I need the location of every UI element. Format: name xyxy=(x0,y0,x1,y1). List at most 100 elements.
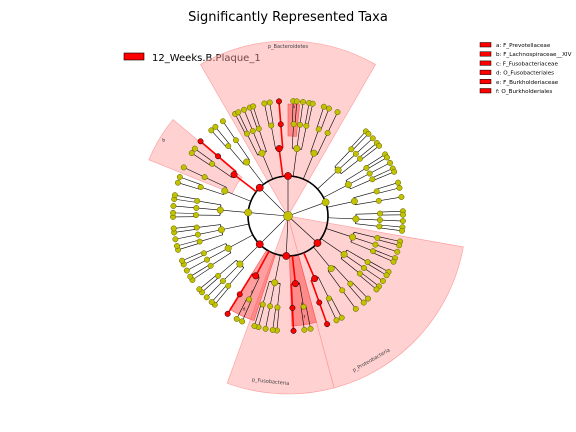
branch-line xyxy=(221,223,249,231)
tree-node xyxy=(325,105,332,112)
tree-node xyxy=(239,318,246,325)
branch-line xyxy=(206,280,224,298)
tree-node xyxy=(369,176,376,183)
highlighted-node xyxy=(316,299,323,306)
branch-line xyxy=(285,215,289,256)
tree-node xyxy=(321,198,330,207)
tree-node xyxy=(369,135,376,142)
highlighted-node xyxy=(275,145,283,153)
tree-node xyxy=(241,106,247,113)
tree-node xyxy=(327,265,335,273)
branch-line xyxy=(352,133,369,151)
branch-line xyxy=(238,112,249,134)
branch-line xyxy=(299,282,304,307)
tree-node xyxy=(334,166,342,174)
tree-node xyxy=(360,264,367,271)
branch-line xyxy=(379,227,403,232)
branch-line xyxy=(346,249,368,263)
tree-node xyxy=(243,158,251,166)
branch-line xyxy=(317,132,328,155)
branch-line xyxy=(277,283,281,308)
group-legend-label: 12_Weeks.B.Plaque_1 xyxy=(152,53,261,64)
taxa-legend-entry: c: F_Fusobacteriaceae xyxy=(496,61,558,67)
highlighted-node xyxy=(276,98,282,105)
branch-line xyxy=(310,279,321,303)
branch-line xyxy=(299,101,304,125)
branch-line xyxy=(360,272,380,287)
tree-node xyxy=(269,327,276,333)
branch-line xyxy=(355,200,379,206)
tree-node xyxy=(217,226,225,234)
taxa-legend-swatch xyxy=(479,88,492,94)
branch-line xyxy=(259,187,289,217)
branch-line xyxy=(330,297,342,318)
branch-line xyxy=(355,213,380,215)
tree-node xyxy=(274,304,281,311)
figure-title: Significantly Represented Taxa xyxy=(188,10,388,25)
tree-node xyxy=(221,187,229,195)
taxa-legend-entry: b: F_Lachnospiraceae__XIV xyxy=(496,52,572,58)
highlighted-node xyxy=(291,280,299,288)
branch-line xyxy=(196,224,221,228)
branch-line xyxy=(217,155,237,173)
tree-node xyxy=(310,149,318,157)
taxa-legend: a: F_Prevotellaceae b: F_Lachnospiraceae_… xyxy=(479,42,572,95)
branch-line xyxy=(210,252,231,267)
branch-line xyxy=(372,252,394,263)
branch-line xyxy=(291,101,294,125)
branch-line xyxy=(211,130,227,148)
branch-line xyxy=(278,101,282,125)
branch-line xyxy=(355,218,380,221)
tree-node xyxy=(236,260,244,268)
tree-node xyxy=(262,325,269,332)
branch-line xyxy=(345,167,367,181)
taxa-legend-swatch xyxy=(479,51,492,57)
branch-line xyxy=(226,293,241,315)
taxa-legend-swatch xyxy=(479,60,492,66)
branch-line xyxy=(252,130,263,154)
branch-line xyxy=(212,163,233,178)
tree-node xyxy=(307,325,314,332)
tree-node xyxy=(376,223,383,230)
branch-line xyxy=(203,243,226,254)
branch-line xyxy=(355,223,380,227)
highlighted-node xyxy=(277,121,284,128)
tree-node xyxy=(208,299,215,306)
group-legend-swatch xyxy=(123,52,145,61)
branch-line xyxy=(294,101,298,125)
highlighted-node xyxy=(311,275,319,282)
branch-line xyxy=(296,124,301,149)
branch-line xyxy=(377,236,401,242)
branch-line xyxy=(348,173,370,185)
tree-node xyxy=(352,150,359,157)
branch-line xyxy=(290,283,294,308)
tree-node xyxy=(356,270,363,277)
branch-line xyxy=(334,149,352,167)
tree-node xyxy=(174,179,181,186)
branch-line xyxy=(327,270,343,291)
branch-line xyxy=(201,276,220,293)
branch-line xyxy=(355,138,373,155)
tree-node xyxy=(303,122,310,129)
tree-node xyxy=(232,137,239,144)
branch-line xyxy=(174,198,198,203)
tree-node xyxy=(372,241,379,248)
branch-line xyxy=(255,250,270,277)
tree-node xyxy=(183,267,190,274)
branch-line xyxy=(341,158,361,174)
tree-node xyxy=(300,99,306,105)
tree-node xyxy=(333,317,340,324)
tree-node xyxy=(244,208,253,217)
tree-node xyxy=(243,130,250,137)
branch-line xyxy=(373,249,396,259)
highlighted-node xyxy=(224,310,231,317)
tree-node xyxy=(325,295,332,302)
highlighted-node xyxy=(215,153,221,160)
tree-node xyxy=(193,212,199,219)
tree-node xyxy=(301,326,308,333)
tree-node xyxy=(365,130,372,137)
tree-node xyxy=(219,118,226,125)
tree-node xyxy=(348,146,355,153)
branch-line xyxy=(353,191,377,199)
